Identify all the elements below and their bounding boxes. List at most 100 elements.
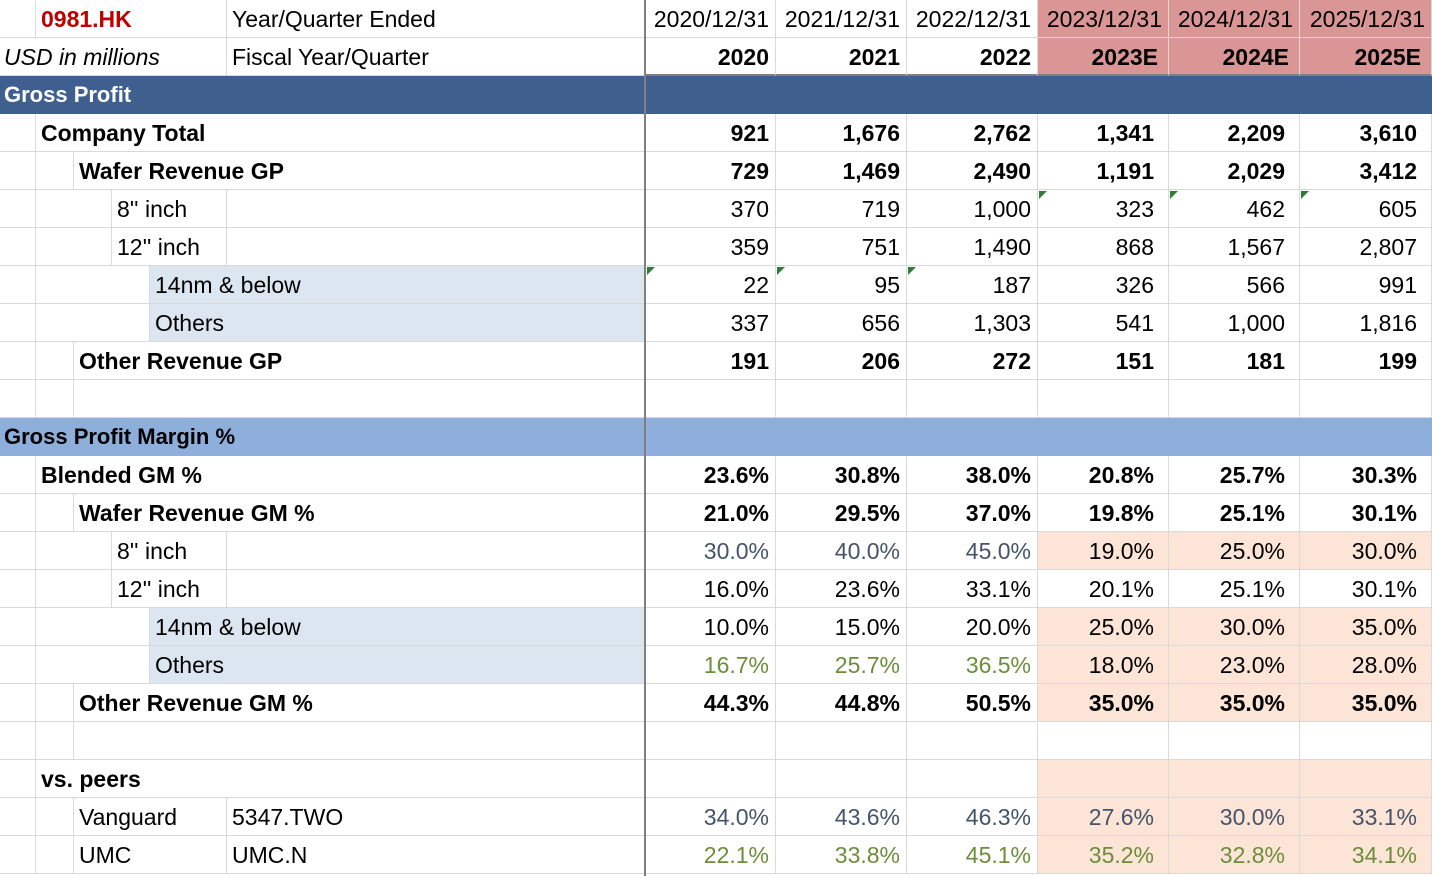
value-cell[interactable]: 36.5% (907, 646, 1038, 684)
gutter-cell[interactable] (36, 190, 112, 228)
peer-value[interactable]: 33.1% (1300, 798, 1432, 836)
value-cell[interactable]: 30.1% (1300, 494, 1432, 532)
gutter-cell[interactable] (0, 646, 36, 684)
value-cell[interactable]: 19.0% (1038, 532, 1169, 570)
gutter-cell[interactable] (0, 114, 36, 152)
blank-cell[interactable] (1169, 760, 1300, 798)
fiscal-year-header[interactable]: 2022 (907, 38, 1038, 76)
gutter-cell[interactable] (36, 532, 112, 570)
value-cell[interactable]: 16.7% (645, 646, 776, 684)
gutter-cell[interactable] (0, 190, 36, 228)
period-end-date[interactable]: 2020/12/31 (645, 0, 776, 38)
blank-cell[interactable] (227, 190, 645, 228)
period-end-date[interactable]: 2025/12/31 (1300, 0, 1432, 38)
blank-cell[interactable] (1169, 722, 1300, 760)
value-cell[interactable]: 25.1% (1169, 494, 1300, 532)
value-cell[interactable]: 10.0% (645, 608, 776, 646)
period-end-date[interactable]: 2023/12/31 (1038, 0, 1169, 38)
value-cell[interactable]: 22 (645, 266, 776, 304)
row-label[interactable]: Wafer Revenue GM % (74, 494, 645, 532)
blank-cell[interactable] (1300, 760, 1432, 798)
gutter-cell[interactable] (36, 684, 74, 722)
value-cell[interactable]: 30.0% (1169, 608, 1300, 646)
value-cell[interactable]: 2,029 (1169, 152, 1300, 190)
value-cell[interactable]: 23.6% (776, 570, 907, 608)
gutter-cell[interactable] (36, 266, 150, 304)
value-cell[interactable]: 868 (1038, 228, 1169, 266)
peer-name[interactable]: Vanguard (74, 798, 227, 836)
gutter-cell[interactable] (0, 228, 36, 266)
value-cell[interactable]: 3,610 (1300, 114, 1432, 152)
gutter-cell[interactable] (0, 0, 36, 38)
blank-cell[interactable] (776, 722, 907, 760)
peer-value[interactable]: 33.8% (776, 836, 907, 874)
value-cell[interactable]: 2,490 (907, 152, 1038, 190)
value-cell[interactable]: 337 (645, 304, 776, 342)
period-end-date[interactable]: 2021/12/31 (776, 0, 907, 38)
gutter-cell[interactable] (0, 456, 36, 494)
value-cell[interactable]: 991 (1300, 266, 1432, 304)
value-cell[interactable]: 44.8% (776, 684, 907, 722)
blank-cell[interactable] (74, 380, 645, 418)
row-label[interactable]: Others (150, 646, 645, 684)
peer-value[interactable]: 30.0% (1169, 798, 1300, 836)
row-label[interactable]: Others (150, 304, 645, 342)
gutter-cell[interactable] (36, 836, 74, 874)
blank-cell[interactable] (1038, 722, 1169, 760)
blank-cell[interactable] (36, 722, 74, 760)
value-cell[interactable]: 35.0% (1169, 684, 1300, 722)
value-cell[interactable]: 729 (645, 152, 776, 190)
row-label[interactable]: Wafer Revenue GP (74, 152, 645, 190)
value-cell[interactable]: 35.0% (1038, 684, 1169, 722)
ticker-cell[interactable]: 0981.HK (36, 0, 227, 38)
period-ended-label[interactable]: Year/Quarter Ended (227, 0, 645, 38)
value-cell[interactable]: 25.0% (1169, 532, 1300, 570)
value-cell[interactable]: 191 (645, 342, 776, 380)
value-cell[interactable]: 29.5% (776, 494, 907, 532)
peers-title[interactable]: vs. peers (36, 760, 645, 798)
value-cell[interactable]: 95 (776, 266, 907, 304)
peer-value[interactable]: 27.6% (1038, 798, 1169, 836)
gutter-cell[interactable] (36, 228, 112, 266)
value-cell[interactable]: 751 (776, 228, 907, 266)
value-cell[interactable]: 151 (1038, 342, 1169, 380)
gutter-cell[interactable] (36, 608, 150, 646)
gutter-cell[interactable] (36, 570, 112, 608)
value-cell[interactable]: 1,000 (1169, 304, 1300, 342)
row-label[interactable]: Other Revenue GM % (74, 684, 645, 722)
row-label[interactable]: 14nm & below (150, 266, 645, 304)
peer-value[interactable]: 34.0% (645, 798, 776, 836)
row-label[interactable]: 8'' inch (112, 190, 227, 228)
gutter-cell[interactable] (0, 836, 36, 874)
value-cell[interactable]: 28.0% (1300, 646, 1432, 684)
value-cell[interactable]: 18.0% (1038, 646, 1169, 684)
value-cell[interactable]: 16.0% (645, 570, 776, 608)
value-cell[interactable]: 30.8% (776, 456, 907, 494)
value-cell[interactable]: 23.0% (1169, 646, 1300, 684)
value-cell[interactable]: 1,469 (776, 152, 907, 190)
gutter-cell[interactable] (0, 798, 36, 836)
peer-name[interactable]: UMC (74, 836, 227, 874)
value-cell[interactable]: 15.0% (776, 608, 907, 646)
blank-cell[interactable] (907, 760, 1038, 798)
comment-indicator-icon[interactable] (1301, 191, 1309, 199)
gross-profit-section-title[interactable]: Gross Profit (4, 82, 132, 107)
gutter-cell[interactable] (0, 494, 36, 532)
gutter-cell[interactable] (0, 684, 36, 722)
value-cell[interactable]: 21.0% (645, 494, 776, 532)
value-cell[interactable]: 323 (1038, 190, 1169, 228)
value-cell[interactable]: 20.8% (1038, 456, 1169, 494)
value-cell[interactable]: 462 (1169, 190, 1300, 228)
value-cell[interactable]: 38.0% (907, 456, 1038, 494)
value-cell[interactable]: 1,676 (776, 114, 907, 152)
value-cell[interactable]: 33.1% (907, 570, 1038, 608)
blank-cell[interactable] (645, 722, 776, 760)
fiscal-year-header[interactable]: 2024E (1169, 38, 1300, 76)
value-cell[interactable]: 30.1% (1300, 570, 1432, 608)
value-cell[interactable]: 2,762 (907, 114, 1038, 152)
row-label[interactable]: Blended GM % (36, 456, 645, 494)
row-label[interactable]: 8'' inch (112, 532, 227, 570)
blank-cell[interactable] (645, 760, 776, 798)
value-cell[interactable]: 187 (907, 266, 1038, 304)
value-cell[interactable]: 1,191 (1038, 152, 1169, 190)
